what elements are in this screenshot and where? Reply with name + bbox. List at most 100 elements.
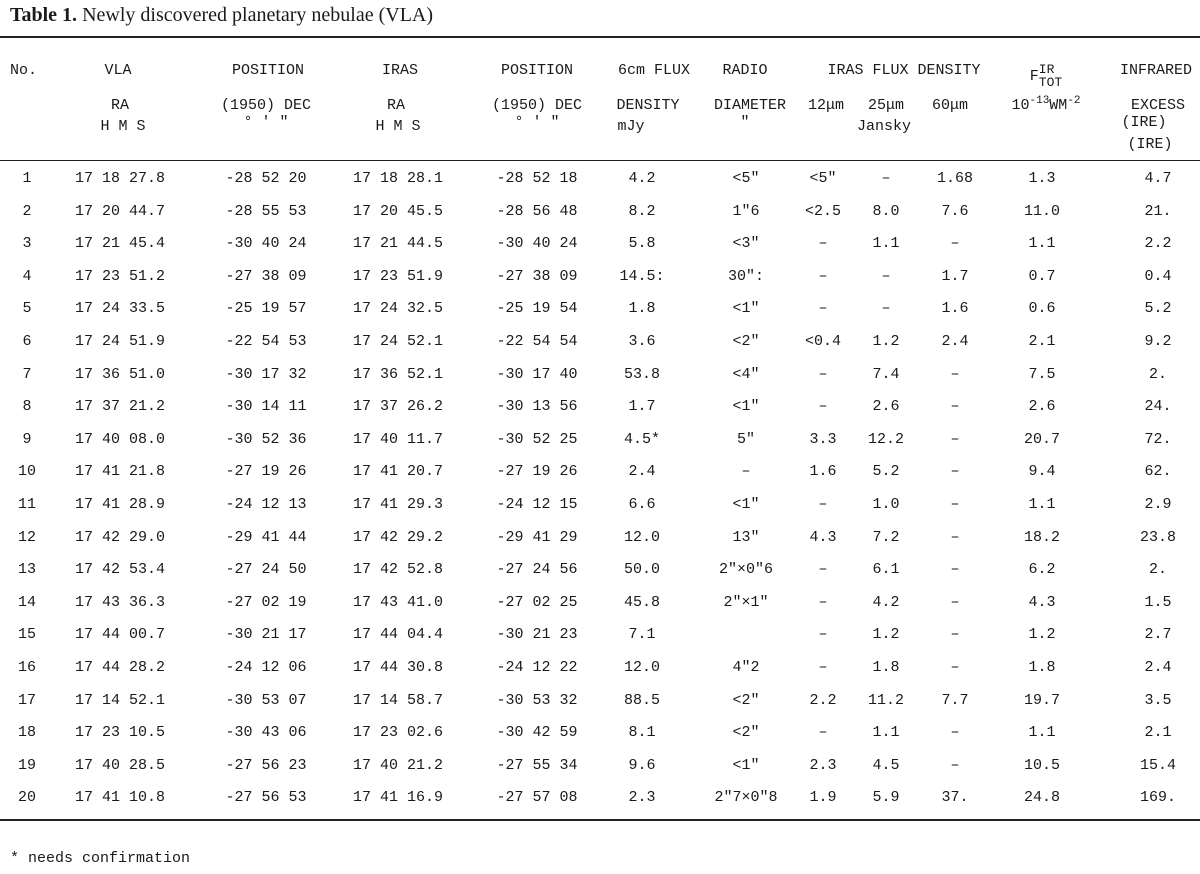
cell-flux-6cm: 1.7 xyxy=(628,398,656,416)
cell-ftot: 1.1 xyxy=(1028,496,1056,513)
cell-flux-6cm: 3.6 xyxy=(628,333,656,350)
cell-flux-12um: – xyxy=(818,235,828,253)
cell-radio-diameter: 1"6 xyxy=(732,202,760,220)
header-iras: IRAS xyxy=(381,62,419,79)
cell-vla-dec: -27 19 26 xyxy=(225,463,307,481)
cell-flux-6cm: 2.3 xyxy=(628,789,656,807)
cell-flux-6cm: 4.2 xyxy=(628,170,656,187)
header-flux-unit: mJy xyxy=(617,118,645,135)
cell-flux-6cm: 9.6 xyxy=(628,756,656,774)
cell-no: 7 xyxy=(22,365,32,383)
cell-flux-12um: – xyxy=(818,724,828,742)
cell-infrared-excess: 24. xyxy=(1144,398,1172,416)
cell-vla-ra: 17 40 28.5 xyxy=(74,756,166,774)
header-radio: RADIO xyxy=(722,62,768,79)
cell-vla-ra: 17 24 51.9 xyxy=(74,333,166,350)
cell-iras-ra: 17 41 16.9 xyxy=(352,789,444,807)
cell-no: 4 xyxy=(22,267,32,285)
cell-radio-diameter: 30": xyxy=(727,267,765,285)
table-caption-text: Newly discovered planetary nebulae (VLA) xyxy=(82,4,434,26)
cell-iras-ra: 17 36 52.1 xyxy=(352,365,444,383)
cell-infrared-excess: 0.4 xyxy=(1144,267,1172,285)
cell-flux-6cm: 5.8 xyxy=(628,235,656,253)
cell-iras-dec: -28 56 48 xyxy=(496,202,578,220)
cell-vla-ra: 17 41 28.9 xyxy=(74,496,166,513)
cell-iras-dec: -30 53 32 xyxy=(496,691,578,709)
cell-radio-diameter: 4"2 xyxy=(732,659,760,676)
header-flux-6cm: 6cm FLUX xyxy=(617,62,691,79)
cell-vla-ra: 17 44 00.7 xyxy=(74,626,166,644)
cell-vla-dec: -30 14 11 xyxy=(225,398,307,416)
cell-radio-diameter: – xyxy=(741,463,751,481)
header-vla-hms: H M S xyxy=(100,118,146,135)
cell-flux-25um: 11.2 xyxy=(867,691,905,709)
cell-flux-12um: – xyxy=(818,561,828,579)
cell-vla-dec: -30 21 17 xyxy=(225,626,307,644)
cell-flux-25um: 1.8 xyxy=(872,659,900,676)
cell-vla-ra: 17 44 28.2 xyxy=(74,659,166,676)
header-ire: (IRE) xyxy=(1121,114,1167,131)
cell-vla-dec: -27 56 53 xyxy=(225,789,307,807)
cell-radio-diameter: 5" xyxy=(736,430,756,448)
cell-infrared-excess: 4.7 xyxy=(1144,170,1172,187)
cell-radio-diameter: <1" xyxy=(732,756,760,774)
cell-flux-60um: – xyxy=(950,593,960,611)
cell-flux-12um: <5" xyxy=(809,170,837,187)
cell-iras-dec: -30 42 59 xyxy=(496,724,578,742)
cell-flux-25um: 1.0 xyxy=(872,496,900,513)
cell-vla-dec: -27 56 23 xyxy=(225,756,307,774)
cell-ftot: 4.3 xyxy=(1028,593,1056,611)
cell-ftot: 18.2 xyxy=(1023,528,1061,546)
header-band-60um: 60μm xyxy=(931,97,969,114)
header-ftot-ir: IR xyxy=(1038,62,1055,77)
cell-no: 11 xyxy=(17,496,37,513)
cell-flux-25um: – xyxy=(881,170,891,187)
cell-iras-ra: 17 21 44.5 xyxy=(352,235,444,253)
header-vla-ra: RA xyxy=(110,97,130,114)
cell-flux-60um: – xyxy=(950,398,960,416)
cell-vla-ra: 17 20 44.7 xyxy=(74,202,166,220)
header-ftot-unit: 10-13WM-2 xyxy=(1011,96,1080,115)
cell-iras-dec: -24 12 22 xyxy=(496,659,578,676)
cell-flux-6cm: 4.5* xyxy=(623,430,661,448)
cell-no: 16 xyxy=(17,659,37,676)
cell-no: 13 xyxy=(17,561,37,579)
table-top-rule xyxy=(0,36,1200,38)
cell-iras-dec: -29 41 29 xyxy=(496,528,578,546)
cell-flux-12um: 1.6 xyxy=(809,463,837,481)
header-iras-ra: RA xyxy=(386,97,406,114)
cell-iras-dec: -30 52 25 xyxy=(496,430,578,448)
cell-ftot: 6.2 xyxy=(1028,561,1056,579)
cell-vla-dec: -25 19 57 xyxy=(225,300,307,318)
cell-infrared-excess: 2.2 xyxy=(1144,235,1172,253)
cell-ftot: 0.7 xyxy=(1028,267,1056,285)
cell-no: 10 xyxy=(17,463,37,481)
cell-iras-dec: -30 40 24 xyxy=(496,235,578,253)
cell-vla-ra: 17 37 21.2 xyxy=(74,398,166,416)
cell-flux-25um: 7.4 xyxy=(872,365,900,383)
cell-flux-60um: – xyxy=(950,365,960,383)
cell-flux-25um: 8.0 xyxy=(872,202,900,220)
header-vla: VLA xyxy=(104,62,132,79)
header-ftot-tot: TOT xyxy=(1038,75,1063,90)
cell-ftot: 1.3 xyxy=(1028,170,1056,187)
cell-iras-ra: 17 18 28.1 xyxy=(352,170,444,187)
cell-flux-60um: – xyxy=(950,756,960,774)
header-radio-diameter: DIAMETER xyxy=(713,97,787,114)
cell-iras-ra: 17 40 21.2 xyxy=(352,756,444,774)
cell-no: 19 xyxy=(17,756,37,774)
cell-ftot: 10.5 xyxy=(1023,756,1061,774)
cell-flux-25um: – xyxy=(881,267,891,285)
cell-radio-diameter: 13" xyxy=(732,528,760,546)
cell-infrared-excess: 9.2 xyxy=(1144,333,1172,350)
cell-flux-25um: 1.2 xyxy=(872,333,900,350)
cell-infrared-excess: 72. xyxy=(1144,430,1172,448)
table-bottom-rule xyxy=(0,819,1200,821)
cell-flux-25um: 12.2 xyxy=(867,430,905,448)
cell-vla-ra: 17 24 33.5 xyxy=(74,300,166,318)
cell-vla-ra: 17 43 36.3 xyxy=(74,593,166,611)
cell-iras-ra: 17 41 20.7 xyxy=(352,463,444,481)
cell-iras-ra: 17 24 32.5 xyxy=(352,300,444,318)
cell-radio-diameter: <2" xyxy=(732,691,760,709)
cell-vla-dec: -29 41 44 xyxy=(225,528,307,546)
